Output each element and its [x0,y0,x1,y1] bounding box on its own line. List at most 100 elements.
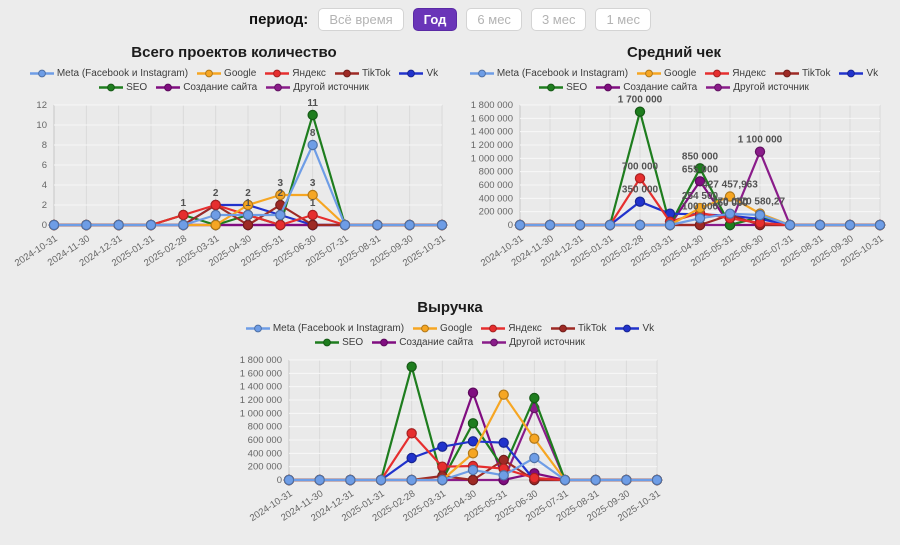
legend-marker-icon [637,69,662,78]
legend-row: SEO Создание сайта Другой источник [18,82,450,93]
period-label: период: [249,11,309,28]
legend-item-Meta (Facebook и Instagram)[interactable]: Meta (Facebook и Instagram) [469,68,629,79]
svg-text:170 580,27: 170 580,27 [735,197,785,208]
period-button-4[interactable]: 1 мес [595,8,651,31]
legend-marker-icon [29,69,54,78]
svg-text:100 000: 100 000 [682,201,719,212]
legend-label: SEO [126,82,148,93]
legend-marker-icon [539,83,564,92]
legend-item-Создание сайта[interactable]: Создание сайта [372,337,473,348]
svg-text:1 600 000: 1 600 000 [471,113,513,124]
legend-row: SEO Создание сайта Другой источник [458,82,890,93]
svg-text:1 700 000: 1 700 000 [618,95,663,106]
legend-label: TikTok [361,68,391,79]
legend-item-Vk[interactable]: Vk [399,68,438,79]
svg-text:1 200 000: 1 200 000 [471,140,513,151]
chart-total-projects: Всего проектов количество Meta (Facebook… [13,44,450,273]
legend-item-Другой источник[interactable]: Другой источник [482,337,585,348]
legend-marker-icon [245,324,270,333]
svg-text:8: 8 [310,128,316,139]
legend-item-Яндекс[interactable]: Яндекс [705,68,766,79]
legend-label: Яндекс [292,68,326,79]
legend-marker-icon [774,69,799,78]
legend-item-SEO[interactable]: SEO [99,82,147,93]
svg-text:1: 1 [310,198,316,209]
legend-item-Создание сайта[interactable]: Создание сайта [596,82,697,93]
legend-item-Другой источник[interactable]: Другой источник [266,82,369,93]
svg-text:3: 3 [310,178,316,189]
period-buttons: Всё время Год 6 мес 3 мес 1 мес [318,8,651,31]
svg-text:1 800 000: 1 800 000 [240,355,282,366]
legend-item-Яндекс[interactable]: Яндекс [481,323,542,334]
legend-item-Google[interactable]: Google [197,68,256,79]
svg-text:350 000: 350 000 [622,185,659,196]
legend-marker-icon [596,83,621,92]
svg-text:0: 0 [508,220,513,231]
svg-text:0: 0 [42,220,47,231]
period-button-3[interactable]: 3 мес [530,8,587,31]
legend-item-TikTok[interactable]: TikTok [550,323,607,334]
legend-item-Яндекс[interactable]: Яндекс [265,68,326,79]
legend-marker-icon [839,69,864,78]
legend-item-SEO[interactable]: SEO [539,82,587,93]
legend-marker-icon [615,324,640,333]
svg-text:2: 2 [213,188,219,199]
chart-plot-average-check: 0 200 000 400 000 600 000 800 000 1 000 000 1 … [471,95,886,269]
legend-item-Meta (Facebook и Instagram)[interactable]: Meta (Facebook и Instagram) [29,68,188,79]
period-button-1[interactable]: Год [412,8,458,31]
legend-marker-icon [413,324,438,333]
legend-label: TikTok [577,323,607,334]
svg-text:600 000: 600 000 [248,435,282,446]
legend-label: Другой источник [733,82,809,93]
svg-text:1 100 000: 1 100 000 [738,135,783,146]
legend-marker-icon [482,338,507,347]
svg-text:2: 2 [278,188,284,199]
legend-label: Meta (Facebook и Instagram) [272,323,405,334]
legend-item-Google[interactable]: Google [637,68,696,79]
legend-marker-icon [469,69,494,78]
legend-item-SEO[interactable]: SEO [315,337,363,348]
legend-label: Google [664,68,697,79]
svg-text:6: 6 [42,160,47,171]
svg-text:11: 11 [307,98,318,109]
svg-text:1 000 000: 1 000 000 [471,153,513,164]
svg-text:200 000: 200 000 [248,462,282,473]
svg-text:10: 10 [36,120,47,131]
svg-text:3: 3 [278,178,284,189]
legend-marker-icon [550,324,575,333]
period-bar: период: Всё время Год 6 мес 3 мес 1 мес [0,8,900,31]
svg-text:800 000: 800 000 [248,422,282,433]
legend-item-Другой источник[interactable]: Другой источник [706,82,809,93]
svg-text:600 000: 600 000 [479,180,513,191]
legend-item-Vk[interactable]: Vk [839,68,878,79]
chart-title-revenue: Выручка [417,299,483,316]
legend-item-TikTok[interactable]: TikTok [774,68,830,79]
legend-row: Meta (Facebook и Instagram) Google Яндекс T… [458,68,890,79]
legend-item-Vk[interactable]: Vk [615,323,654,334]
svg-text:427 457,963: 427 457,963 [702,180,758,191]
svg-text:254 500: 254 500 [682,191,719,202]
legend-label: Другой источник [509,337,585,348]
chart-legend: Meta (Facebook и Instagram) Google Яндекс T… [458,68,890,93]
legend-marker-icon [156,83,181,92]
legend-item-Meta (Facebook и Instagram)[interactable]: Meta (Facebook и Instagram) [245,323,405,334]
legend-marker-icon [197,69,222,78]
period-button-2[interactable]: 6 мес [466,8,522,31]
legend-label: Создание сайта [623,82,698,93]
svg-text:1: 1 [245,198,251,209]
legend-item-Google[interactable]: Google [413,323,472,334]
legend-label: Яндекс [508,323,542,334]
legend-item-TikTok[interactable]: TikTok [334,68,391,79]
legend-item-Создание сайта[interactable]: Создание сайта [156,82,257,93]
legend-marker-icon [265,69,290,78]
svg-text:1: 1 [181,198,187,209]
svg-text:1 800 000: 1 800 000 [471,100,513,111]
legend-label: Vk [642,323,655,334]
period-button-0[interactable]: Всё время [318,8,404,31]
legend-row: SEO Создание сайта Другой источник [225,337,675,348]
legend-label: Другой источник [293,82,369,93]
legend-label: SEO [342,337,364,348]
legend-label: Meta (Facebook и Instagram) [496,68,629,79]
legend-label: SEO [566,82,588,93]
legend-row: Meta (Facebook и Instagram) Google Яндекс T… [225,323,675,334]
